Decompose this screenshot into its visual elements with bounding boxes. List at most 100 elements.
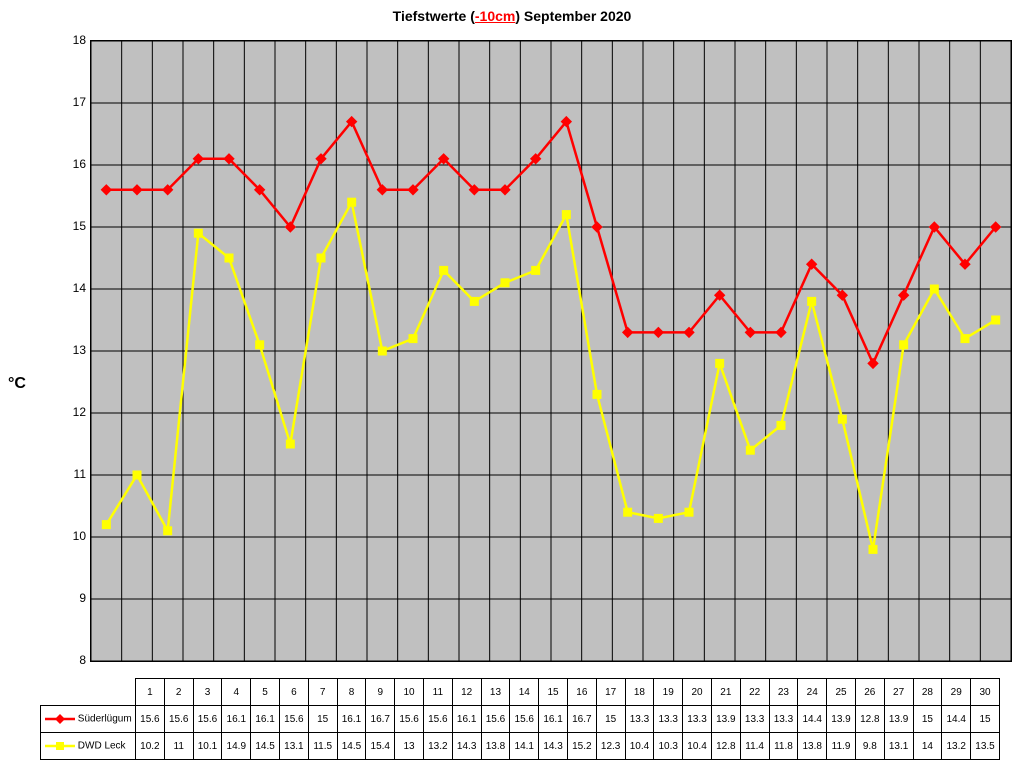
category-label: 12 — [452, 679, 481, 706]
data-cell: 16.7 — [567, 706, 596, 733]
data-cell: 13.9 — [827, 706, 856, 733]
data-cell: 15.6 — [481, 706, 510, 733]
data-cell: 13.2 — [423, 733, 452, 760]
category-label: 19 — [654, 679, 683, 706]
y-tick-label: 12 — [73, 405, 86, 419]
data-cell: 15 — [308, 706, 337, 733]
data-cell: 15.6 — [136, 706, 165, 733]
category-label: 1 — [136, 679, 165, 706]
data-cell: 12.8 — [855, 706, 884, 733]
data-cell: 12.3 — [596, 733, 625, 760]
data-cell: 11.5 — [308, 733, 337, 760]
category-label: 8 — [337, 679, 366, 706]
data-cell: 13.3 — [625, 706, 654, 733]
data-cell: 14.3 — [452, 733, 481, 760]
data-cell: 15.6 — [423, 706, 452, 733]
category-label: 13 — [481, 679, 510, 706]
category-label: 9 — [366, 679, 395, 706]
data-cell: 13.3 — [769, 706, 798, 733]
category-label: 10 — [395, 679, 424, 706]
y-tick-label: 14 — [73, 281, 86, 295]
y-tick-label: 11 — [74, 467, 86, 481]
chart-container: Tiefstwerte (-10cm) September 2020 °C 89… — [0, 0, 1024, 768]
category-label: 20 — [683, 679, 712, 706]
chart-svg — [91, 41, 1011, 661]
category-label: 2 — [164, 679, 193, 706]
category-label: 5 — [251, 679, 280, 706]
data-cell: 13.1 — [884, 733, 913, 760]
category-label: 28 — [913, 679, 942, 706]
data-cell: 14 — [913, 733, 942, 760]
category-label: 21 — [711, 679, 740, 706]
data-cell: 15.2 — [567, 733, 596, 760]
category-label: 17 — [596, 679, 625, 706]
data-cell: 10.1 — [193, 733, 222, 760]
data-cell: 14.4 — [798, 706, 827, 733]
y-tick-label: 10 — [73, 529, 86, 543]
data-cell: 13.3 — [740, 706, 769, 733]
category-label: 3 — [193, 679, 222, 706]
y-tick-label: 18 — [73, 33, 86, 47]
data-cell: 13.2 — [942, 733, 971, 760]
category-label: 24 — [798, 679, 827, 706]
data-cell: 10.4 — [683, 733, 712, 760]
category-label: 4 — [222, 679, 251, 706]
data-cell: 16.1 — [452, 706, 481, 733]
y-tick-label: 9 — [79, 591, 86, 605]
title-suffix: ) September 2020 — [515, 8, 631, 24]
data-cell: 16.1 — [539, 706, 568, 733]
plot-area — [90, 40, 1012, 662]
data-cell: 11.4 — [740, 733, 769, 760]
category-label: 18 — [625, 679, 654, 706]
category-label: 11 — [423, 679, 452, 706]
square-icon — [45, 740, 75, 752]
category-label: 22 — [740, 679, 769, 706]
data-cell: 11.8 — [769, 733, 798, 760]
data-cell: 15.6 — [193, 706, 222, 733]
data-cell: 15.4 — [366, 733, 395, 760]
data-cell: 11.9 — [827, 733, 856, 760]
title-prefix: Tiefstwerte ( — [393, 8, 475, 24]
category-label: 6 — [279, 679, 308, 706]
y-tick-label: 15 — [73, 219, 86, 233]
category-label: 23 — [769, 679, 798, 706]
category-label: 14 — [510, 679, 539, 706]
legend-label: Süderlügum — [75, 714, 132, 725]
data-cell: 15 — [913, 706, 942, 733]
data-cell: 9.8 — [855, 733, 884, 760]
data-cell: 15.6 — [395, 706, 424, 733]
data-cell: 10.4 — [625, 733, 654, 760]
data-cell: 14.9 — [222, 733, 251, 760]
data-cell: 13.1 — [279, 733, 308, 760]
data-cell: 10.2 — [136, 733, 165, 760]
data-cell: 11 — [164, 733, 193, 760]
data-cell: 13.3 — [683, 706, 712, 733]
category-label: 26 — [855, 679, 884, 706]
data-cell: 13.9 — [711, 706, 740, 733]
legend-label: DWD Leck — [75, 741, 126, 752]
y-tick-label: 13 — [73, 343, 86, 357]
data-cell: 13 — [395, 733, 424, 760]
legend-cell: Süderlügum — [41, 706, 136, 733]
title-highlight: -10cm — [475, 8, 515, 24]
data-cell: 13.8 — [798, 733, 827, 760]
category-label: 7 — [308, 679, 337, 706]
category-label: 25 — [827, 679, 856, 706]
data-cell: 13.8 — [481, 733, 510, 760]
table-row: Süderlügum15.615.615.616.116.115.61516.1… — [41, 706, 1000, 733]
y-axis-label: °C — [8, 375, 26, 393]
table-header-row: 1234567891011121314151617181920212223242… — [41, 679, 1000, 706]
data-cell: 16.7 — [366, 706, 395, 733]
chart-title: Tiefstwerte (-10cm) September 2020 — [0, 8, 1024, 24]
category-label: 16 — [567, 679, 596, 706]
data-cell: 13.5 — [971, 733, 1000, 760]
table-row: DWD Leck10.21110.114.914.513.111.514.515… — [41, 733, 1000, 760]
data-table: 1234567891011121314151617181920212223242… — [40, 678, 1000, 760]
data-cell: 15 — [596, 706, 625, 733]
y-tick-label: 17 — [73, 95, 86, 109]
data-cell: 14.5 — [251, 733, 280, 760]
data-cell: 14.3 — [539, 733, 568, 760]
data-cell: 12.8 — [711, 733, 740, 760]
category-label: 27 — [884, 679, 913, 706]
data-cell: 15.6 — [510, 706, 539, 733]
